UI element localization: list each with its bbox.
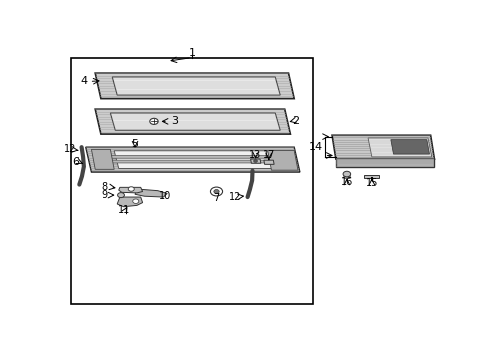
Text: 7: 7 bbox=[213, 193, 219, 203]
Polygon shape bbox=[110, 156, 268, 158]
Circle shape bbox=[132, 199, 139, 203]
Text: 4: 4 bbox=[80, 76, 87, 86]
Text: 1: 1 bbox=[188, 48, 195, 58]
Polygon shape bbox=[110, 160, 268, 163]
Circle shape bbox=[210, 187, 222, 196]
Circle shape bbox=[213, 190, 219, 193]
Text: 6: 6 bbox=[72, 157, 79, 167]
Polygon shape bbox=[114, 151, 272, 168]
Polygon shape bbox=[364, 175, 379, 178]
Text: 17: 17 bbox=[262, 150, 274, 161]
Text: 14: 14 bbox=[308, 142, 323, 152]
Text: 16: 16 bbox=[340, 177, 352, 187]
Polygon shape bbox=[95, 73, 294, 99]
Text: 5: 5 bbox=[131, 139, 138, 149]
Text: 12: 12 bbox=[64, 144, 77, 154]
Text: 8: 8 bbox=[102, 181, 107, 192]
Polygon shape bbox=[117, 197, 142, 207]
Text: 9: 9 bbox=[101, 190, 107, 200]
Text: 15: 15 bbox=[365, 178, 377, 188]
Circle shape bbox=[149, 118, 158, 125]
Polygon shape bbox=[367, 138, 431, 157]
Polygon shape bbox=[95, 109, 290, 134]
Polygon shape bbox=[390, 140, 428, 154]
Circle shape bbox=[343, 171, 350, 177]
Text: 3: 3 bbox=[171, 116, 178, 126]
Polygon shape bbox=[112, 77, 280, 95]
Text: 12: 12 bbox=[228, 192, 241, 202]
Bar bbox=[70, 58, 312, 304]
Circle shape bbox=[117, 193, 124, 198]
Polygon shape bbox=[119, 187, 142, 193]
Polygon shape bbox=[267, 150, 297, 170]
Polygon shape bbox=[85, 147, 299, 172]
Polygon shape bbox=[343, 175, 349, 178]
Text: 13: 13 bbox=[249, 150, 261, 161]
Polygon shape bbox=[91, 149, 114, 169]
Circle shape bbox=[128, 187, 134, 191]
Text: 11: 11 bbox=[118, 205, 130, 215]
Polygon shape bbox=[110, 113, 280, 130]
Polygon shape bbox=[250, 159, 260, 163]
Text: 2: 2 bbox=[292, 116, 299, 126]
Polygon shape bbox=[335, 158, 433, 167]
Polygon shape bbox=[135, 189, 167, 197]
Text: 10: 10 bbox=[159, 192, 171, 202]
Polygon shape bbox=[331, 135, 433, 159]
Circle shape bbox=[253, 159, 257, 162]
Polygon shape bbox=[264, 160, 274, 164]
